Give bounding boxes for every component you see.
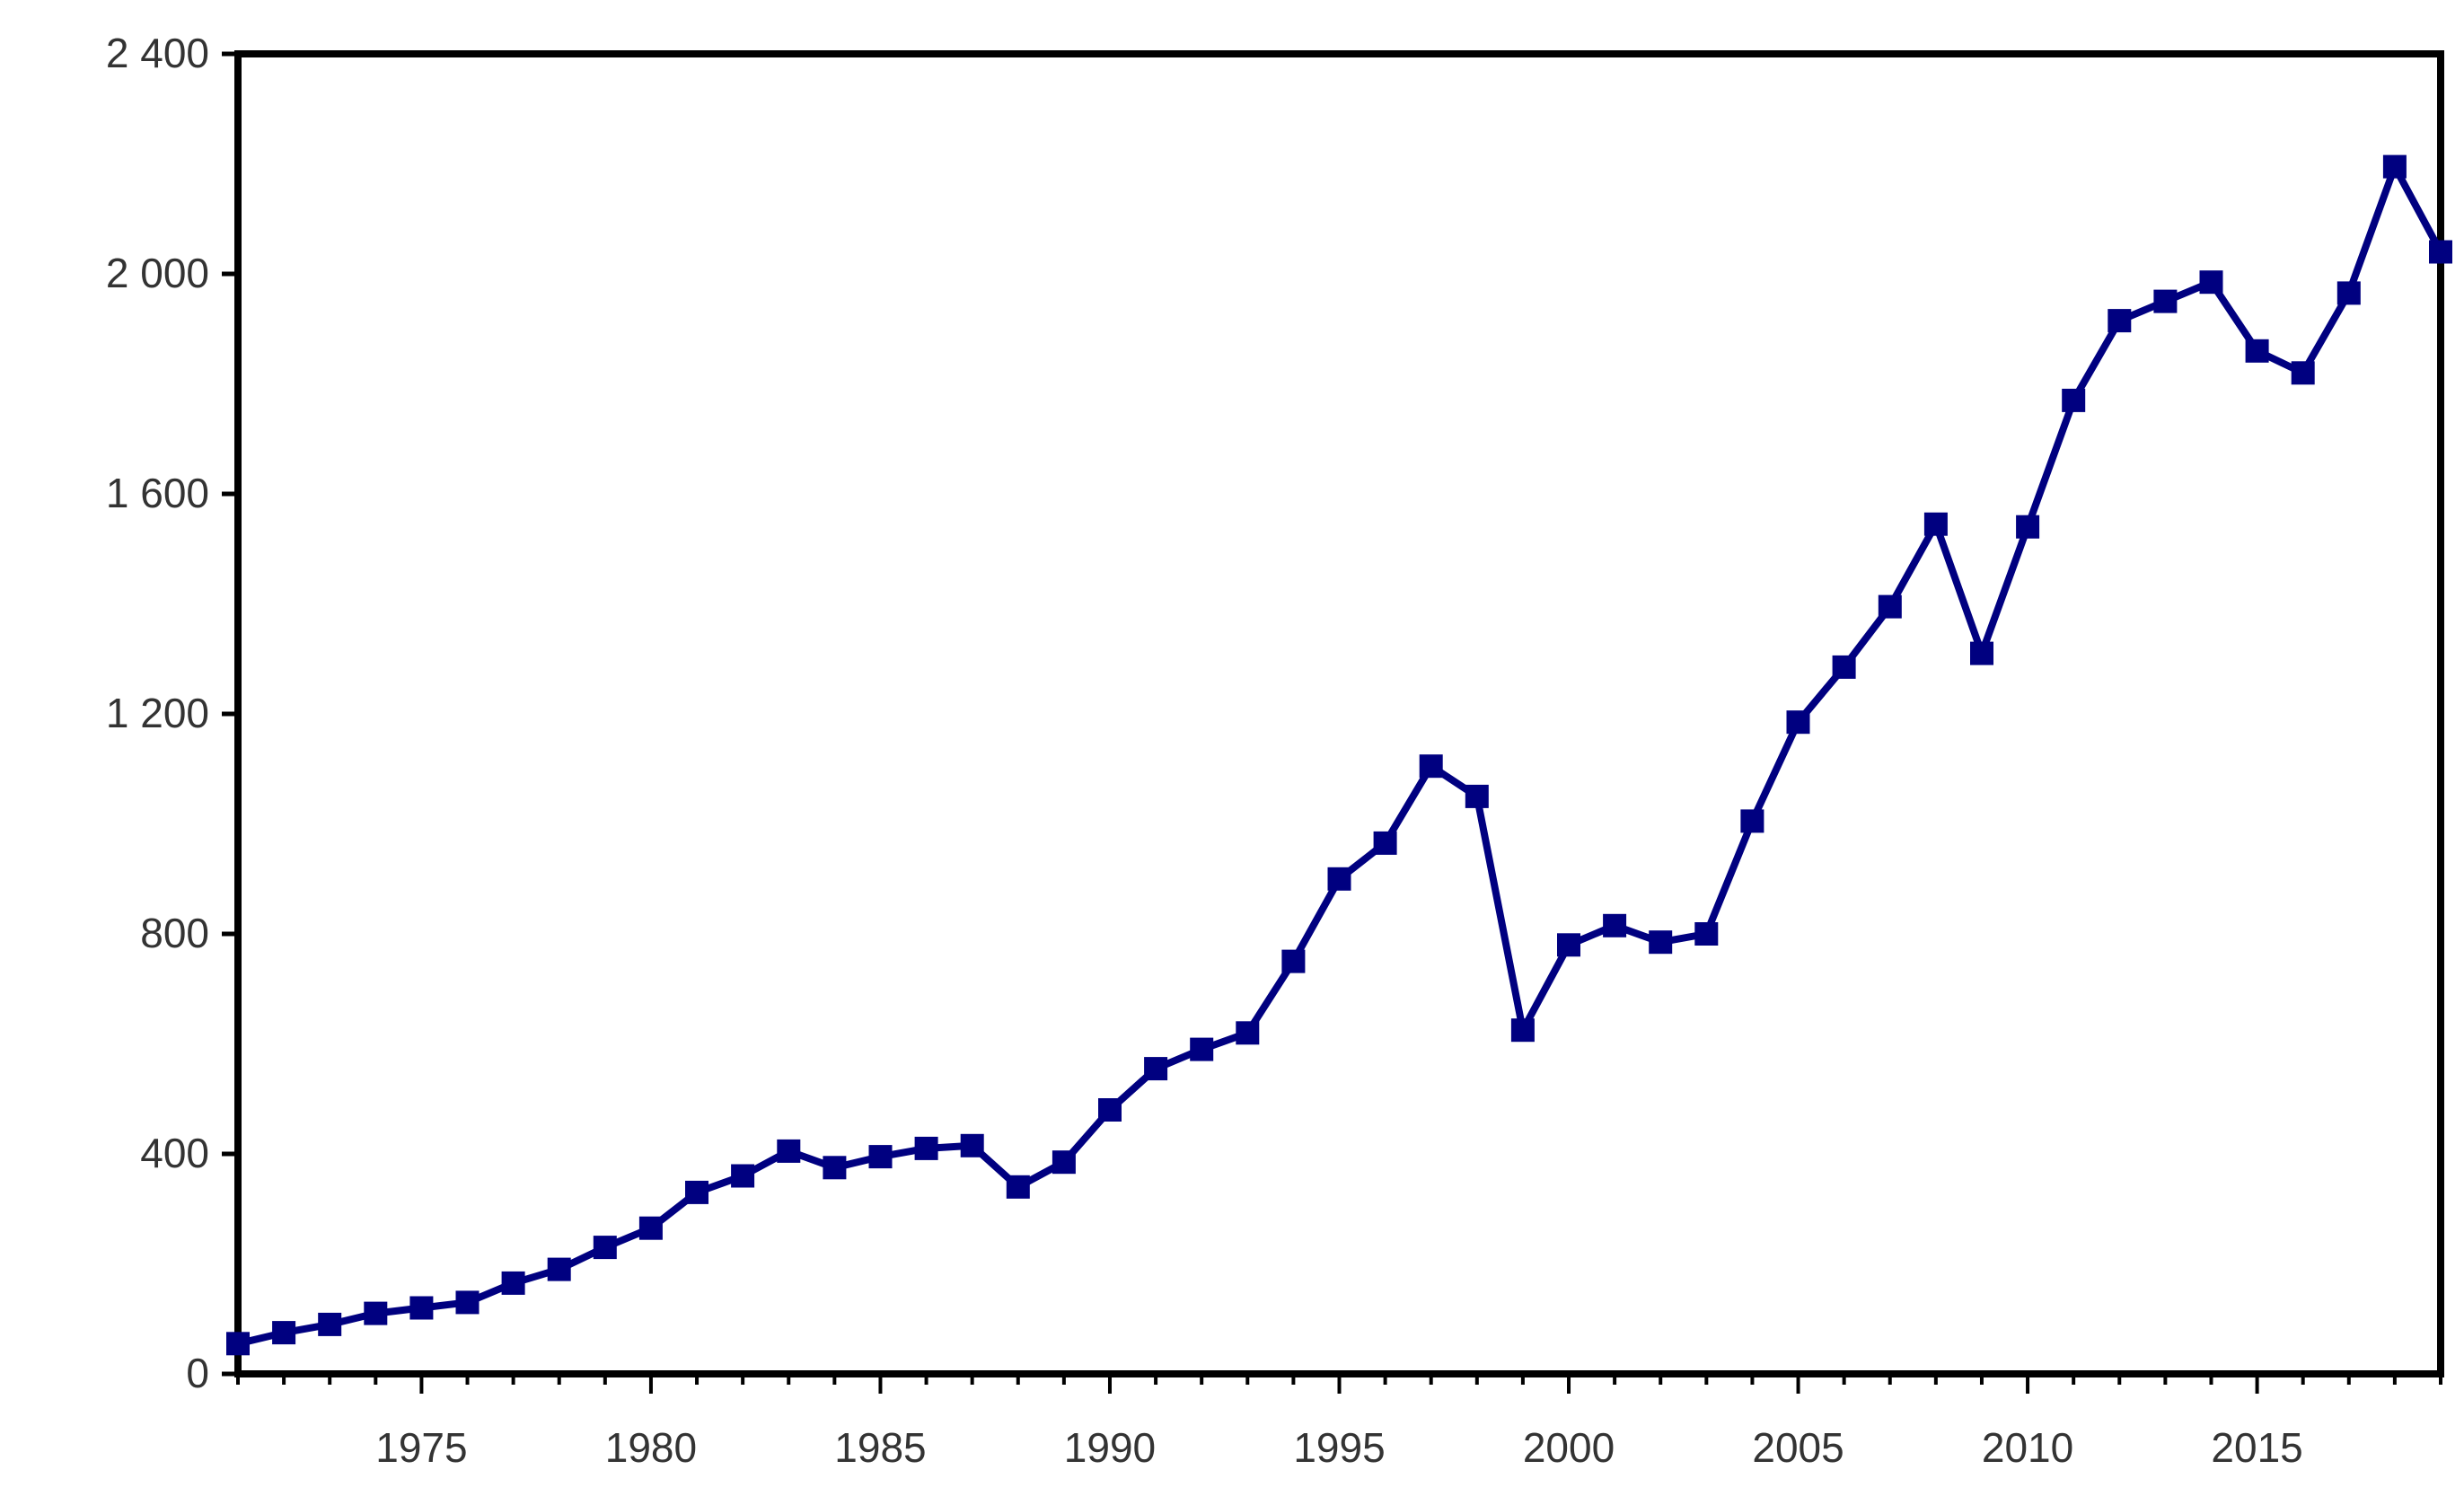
plot-frame-layer [234,50,2444,1377]
series-layer [226,154,2452,1356]
data-point-marker [2245,339,2269,363]
data-point-marker [1144,1057,1168,1081]
series-line [237,163,2444,1348]
data-point-marker [1786,710,1810,735]
x-axis: 1975 1980 1985 1990 1995 2000 2005 2010 2015 [236,1374,2442,1471]
data-point-marker [777,1139,801,1163]
data-point-marker [1740,809,1764,833]
data-point-marker [1832,655,1856,679]
data-point-marker [1373,831,1397,855]
y-tick-label: 1 600 [106,470,209,516]
data-point-marker [914,1136,938,1160]
data-point-marker [2429,240,2452,264]
y-tick-label: 1 200 [106,690,209,736]
data-point-marker [1510,1018,1535,1043]
x-tick-label: 1975 [375,1424,467,1471]
data-point-marker [364,1301,388,1325]
data-point-marker [1878,594,1902,619]
data-point-marker [1052,1150,1076,1175]
data-point-marker [318,1312,342,1336]
data-point-marker [547,1257,571,1281]
data-point-marker [1603,913,1627,937]
data-point-marker [1694,922,1719,946]
data-point-marker [1923,512,1948,536]
y-tick-label: 2 400 [106,30,209,76]
data-point-marker [2108,309,2132,333]
data-point-marker [1006,1175,1030,1199]
plot-frame [234,50,2444,1377]
x-tick-label: 2015 [2211,1424,2302,1471]
data-point-marker [1190,1037,1214,1061]
data-point-marker [2336,281,2361,305]
x-tick-label: 2000 [1523,1424,1615,1471]
data-point-marker [2062,388,2086,412]
data-point-marker [272,1321,296,1345]
x-tick-label: 1980 [605,1424,697,1471]
data-point-marker [1327,867,1351,891]
x-tick-label: 1990 [1064,1424,1156,1471]
data-point-marker [1419,754,1443,779]
data-point-marker [638,1216,663,1240]
data-point-marker [2291,361,2315,385]
y-tick-label: 0 [186,1350,209,1396]
data-point-marker [960,1133,984,1157]
data-point-marker [1465,784,1489,808]
data-point-marker [501,1271,525,1295]
data-point-marker [1970,641,1993,665]
data-point-marker [409,1296,434,1320]
data-point-marker [2199,270,2223,295]
data-point-marker [868,1145,893,1169]
data-point-marker [593,1236,617,1260]
x-tick-label: 1985 [834,1424,926,1471]
y-tick-label: 2 000 [106,250,209,296]
data-point-marker [731,1164,755,1188]
data-point-marker [823,1156,847,1180]
data-point-marker [1557,933,1580,957]
y-tick-label: 800 [140,910,209,956]
data-point-marker [226,1332,250,1356]
data-point-marker [685,1180,708,1204]
y-axis: 0 400 800 1 200 1 600 2 000 2 400 [106,30,238,1396]
data-point-marker [1098,1098,1122,1122]
data-point-marker [2382,154,2407,179]
x-tick-label: 2005 [1752,1424,1844,1471]
data-point-marker [1281,949,1306,973]
x-tick-label: 1995 [1293,1424,1385,1471]
data-point-marker [2153,289,2178,313]
data-point-marker [1649,930,1673,955]
data-point-marker [455,1290,480,1315]
x-tick-label: 2010 [1982,1424,2073,1471]
data-point-marker [2016,515,2040,539]
y-tick-label: 400 [140,1130,209,1176]
data-point-marker [1236,1021,1260,1045]
